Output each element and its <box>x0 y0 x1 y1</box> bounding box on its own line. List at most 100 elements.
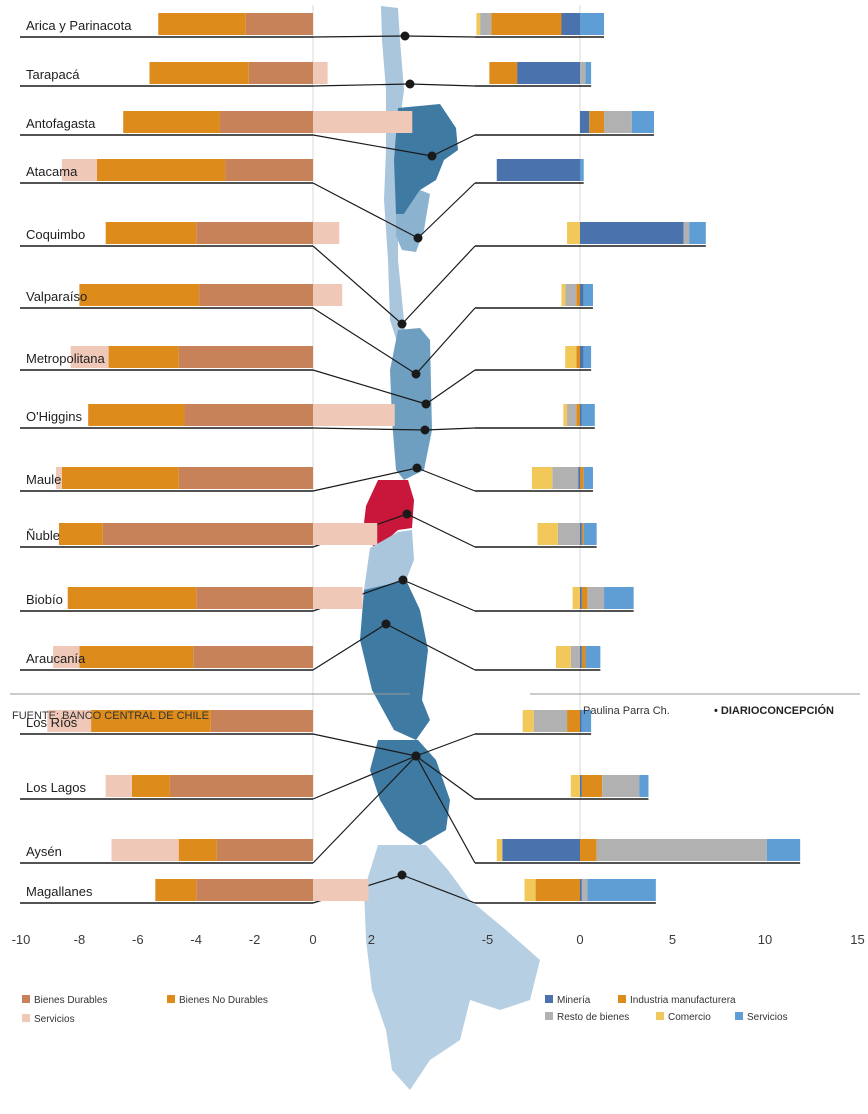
left-tick-label: -10 <box>12 932 31 947</box>
bar-minería <box>580 404 582 426</box>
left-tick-label: 0 <box>309 932 316 947</box>
region-dot <box>400 31 410 41</box>
bar-industria-manufacturera <box>580 839 597 861</box>
bar-servicios <box>585 62 592 84</box>
region-dot <box>397 870 407 880</box>
legend-label: Bienes No Durables <box>179 995 268 1006</box>
bar-resto-de-bienes <box>557 523 580 545</box>
left-chart <box>20 13 413 904</box>
bar-servicios <box>313 284 343 306</box>
legend-label: Bienes Durables <box>34 995 107 1006</box>
connector-left <box>312 467 418 492</box>
right-tick-label: 0 <box>576 932 583 947</box>
region-label: Biobío <box>26 592 63 607</box>
connector-right <box>401 245 476 325</box>
bar-minería <box>580 646 582 668</box>
region-label: Coquimbo <box>26 227 85 242</box>
bar-resto-de-bienes <box>533 710 568 732</box>
bar-minería <box>578 467 580 489</box>
bar-minería <box>580 523 582 545</box>
bar-bienes-no-durables <box>91 710 211 732</box>
connector-left <box>312 245 403 325</box>
bar-comercio <box>572 587 580 609</box>
bar-servicios <box>313 879 369 901</box>
bar-resto-de-bienes <box>587 587 605 609</box>
bar-servicios <box>583 346 592 368</box>
left-tick-label: -2 <box>249 932 261 947</box>
map-north <box>381 6 405 345</box>
bar-minería <box>580 284 584 306</box>
left-axis-ticks: -10 -8 -6 -4 -2 0 2 <box>12 932 375 947</box>
connector-left <box>312 755 417 800</box>
bar-industria-manufacturera <box>535 879 580 901</box>
legend-label: Servicios <box>747 1012 788 1023</box>
right-tick-label: 10 <box>758 932 772 947</box>
region-dot <box>412 463 422 473</box>
region-dot <box>420 425 430 435</box>
brand-text: • DIARIOCONCEPCIÓN <box>714 704 834 717</box>
bar-minería <box>580 111 590 133</box>
connectors <box>312 31 476 904</box>
bar-servicios <box>631 111 654 133</box>
bar-servicios <box>639 775 649 797</box>
legend-swatch <box>167 995 175 1003</box>
bar-resto-de-bienes <box>604 111 632 133</box>
bar-bienes-no-durables <box>58 523 103 545</box>
bar-servicios <box>53 646 80 668</box>
bar-comercio <box>570 775 580 797</box>
source-text: FUENTE: BANCO CENTRAL DE CHILE <box>12 710 209 722</box>
legend-swatch <box>656 1012 664 1020</box>
bar-bienes-no-durables <box>158 13 246 35</box>
connector-right <box>404 35 476 38</box>
region-dot <box>421 399 431 409</box>
bar-minería <box>580 879 582 901</box>
bar-servicios <box>70 346 109 368</box>
region-label: Araucanía <box>26 651 86 666</box>
connector-right <box>406 513 476 548</box>
bar-minería <box>502 839 580 861</box>
bar-resto-de-bienes <box>683 222 690 244</box>
region-label: Los Lagos <box>26 780 86 795</box>
bar-servicios <box>587 879 656 901</box>
region-label: Aysén <box>26 844 62 859</box>
bar-bienes-durables <box>196 222 313 244</box>
connector-right <box>424 427 476 431</box>
connector-right <box>431 134 476 157</box>
bar-industria-manufacturera <box>589 111 605 133</box>
bar-servicios <box>580 159 584 181</box>
region-label: Ñuble <box>26 528 60 543</box>
legend-label: Minería <box>557 995 591 1006</box>
bar-comercio <box>537 523 558 545</box>
region-dot <box>411 369 421 379</box>
bar-bienes-no-durables <box>96 159 226 181</box>
author-text: Paulina Parra Ch. <box>583 705 670 717</box>
region-dot <box>381 619 391 629</box>
connector-right <box>409 83 476 87</box>
connector-right <box>401 874 476 904</box>
bar-bienes-durables <box>245 13 313 35</box>
bar-industria-manufacturera <box>489 62 518 84</box>
bar-servicios <box>313 523 378 545</box>
region-dot <box>398 575 408 585</box>
region-label: Tarapacá <box>26 67 80 82</box>
bar-resto-de-bienes <box>580 62 586 84</box>
connector-right <box>415 755 476 864</box>
bar-comercio <box>567 222 580 244</box>
bar-resto-de-bienes <box>570 646 580 668</box>
bar-bienes-no-durables <box>155 879 197 901</box>
region-dot <box>411 751 421 761</box>
map-south-2 <box>360 580 430 740</box>
bar-servicios <box>56 467 62 489</box>
bar-servicios <box>766 839 801 861</box>
bar-industria-manufacturera <box>581 587 588 609</box>
connector-left <box>312 369 427 405</box>
map-magallanes <box>364 845 540 1090</box>
bar-servicios <box>111 839 179 861</box>
bar-industria-manufacturera <box>576 404 580 426</box>
connector-left <box>312 427 426 431</box>
map-central <box>390 328 432 480</box>
bar-comercio <box>524 879 536 901</box>
bar-bienes-no-durables <box>105 222 197 244</box>
bar-servicios <box>583 467 593 489</box>
